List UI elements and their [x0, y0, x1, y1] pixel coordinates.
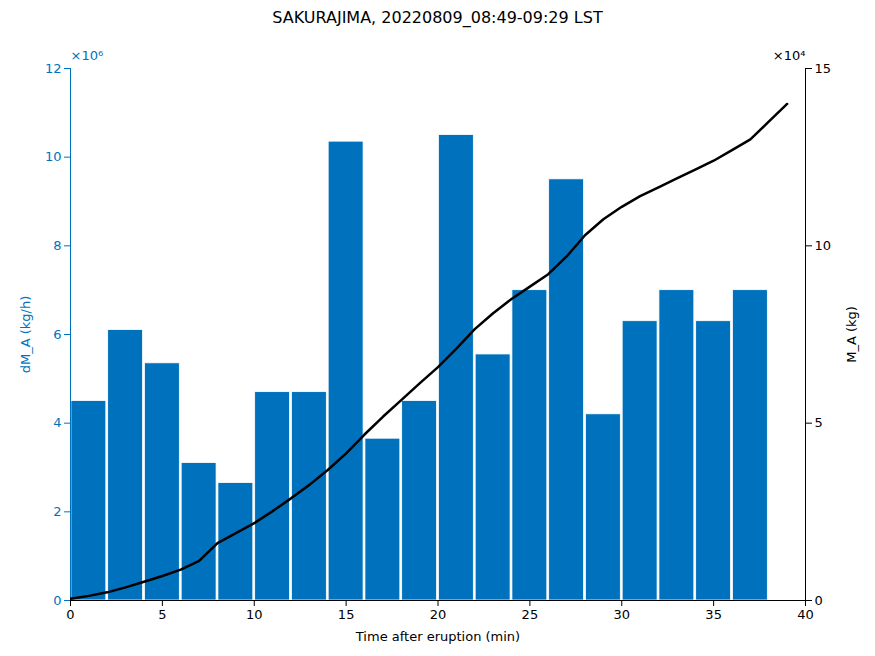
svg-text:5: 5 — [815, 415, 823, 430]
html-text:SAKURAJIMA, 20220809_08:49-09:: SAKURAJIMA, 20220809_08:49-09:29 LST — [272, 8, 603, 27]
svg-text:2: 2 — [53, 504, 61, 519]
svg-text:5: 5 — [158, 607, 166, 622]
svg-text:40: 40 — [797, 607, 814, 622]
svg-text:35: 35 — [705, 607, 722, 622]
svg-text:×10⁶: ×10⁶ — [71, 48, 104, 63]
svg-text:30: 30 — [613, 607, 630, 622]
svg-text:Time after eruption (min): Time after eruption (min) — [355, 629, 520, 644]
svg-text:0: 0 — [815, 593, 823, 608]
svg-text:M_A (kg): M_A (kg) — [844, 306, 859, 363]
svg-text:10: 10 — [45, 149, 62, 164]
svg-text:25: 25 — [522, 607, 539, 622]
svg-text:8: 8 — [53, 238, 61, 253]
svg-text:0: 0 — [66, 607, 74, 622]
svg-text:0: 0 — [53, 593, 61, 608]
svg-text:6: 6 — [53, 327, 61, 342]
svg-text:12: 12 — [45, 61, 62, 76]
svg-text:15: 15 — [338, 607, 355, 622]
svg-text:10: 10 — [246, 607, 263, 622]
svg-text:20: 20 — [430, 607, 447, 622]
svg-text:4: 4 — [53, 415, 61, 430]
svg-text:10: 10 — [815, 238, 832, 253]
svg-text:15: 15 — [815, 61, 832, 76]
svg-text:×10⁴: ×10⁴ — [773, 48, 806, 63]
svg-text:dM_A (kg/h): dM_A (kg/h) — [18, 296, 33, 374]
